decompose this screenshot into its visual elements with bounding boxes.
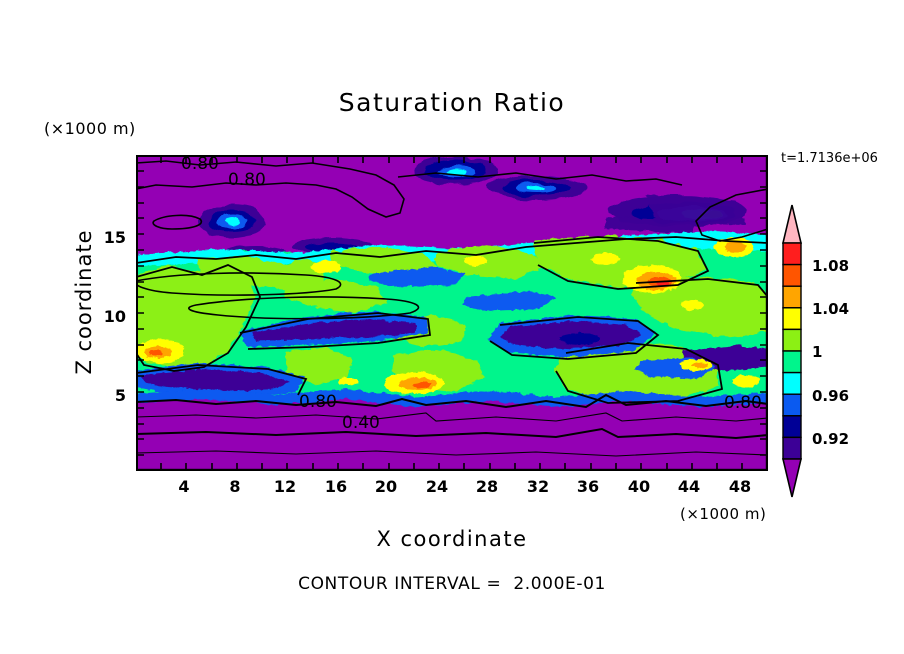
contour-label-040: 0.40 — [342, 413, 380, 433]
axis-ticks — [136, 155, 768, 471]
colorbar-band — [782, 242, 802, 266]
colorbar-over-arrow — [781, 204, 803, 244]
x-tick-label: 24 — [425, 477, 449, 496]
x-tick-label: 12 — [273, 477, 297, 496]
colorbar-band — [782, 263, 802, 287]
x-axis-title: X coordinate — [376, 527, 528, 551]
colorbar-tick-label: 0.96 — [812, 387, 850, 405]
colorbar-band — [782, 285, 802, 309]
colorbar-tick-label: 1 — [812, 343, 823, 361]
contour-label-080-d: 0.80 — [724, 393, 762, 413]
x-tick-label: 32 — [526, 477, 550, 496]
contour-label-080-c: 0.80 — [299, 392, 337, 412]
contour-plot: 0.80 0.80 0.80 0.40 0.80 — [136, 155, 768, 471]
x-tick-label: 48 — [728, 477, 752, 496]
contour-label-080-b: 0.80 — [228, 170, 266, 190]
colorbar-tick-label: 0.92 — [812, 430, 850, 448]
contour-label-080-a: 0.80 — [181, 155, 219, 174]
contour-interval-caption: CONTOUR INTERVAL = 2.000E-01 — [298, 574, 606, 594]
colorbar-band — [782, 328, 802, 352]
colorbar-tick-label: 1.04 — [812, 300, 850, 318]
y-tick-label: 15 — [103, 228, 126, 247]
colorbar-band — [782, 307, 802, 331]
x-tick-label: 28 — [475, 477, 499, 496]
x-tick-label: 8 — [229, 477, 241, 496]
x-tick-label: 20 — [374, 477, 398, 496]
colorbar — [781, 204, 803, 498]
page-title: Saturation Ratio — [338, 88, 566, 117]
y-tick-label: 5 — [114, 386, 126, 405]
y-axis-unit-label: (×1000 m) — [44, 119, 136, 138]
colorbar-band — [782, 371, 802, 395]
colorbar-band — [782, 415, 802, 439]
colorbar-tick-label: 1.08 — [812, 257, 850, 275]
colorbar-band — [782, 350, 802, 374]
y-tick-label: 10 — [103, 307, 126, 326]
x-axis-unit-label: (×1000 m) — [680, 505, 767, 523]
x-tick-label: 4 — [178, 477, 190, 496]
x-tick-label: 44 — [677, 477, 701, 496]
time-annotation: t=1.7136e+06 — [781, 151, 878, 166]
colorbar-under-arrow — [781, 458, 803, 498]
x-tick-label: 36 — [576, 477, 600, 496]
x-tick-label: 16 — [324, 477, 348, 496]
colorbar-band — [782, 436, 802, 460]
x-tick-label: 40 — [627, 477, 651, 496]
colorbar-band — [782, 393, 802, 417]
